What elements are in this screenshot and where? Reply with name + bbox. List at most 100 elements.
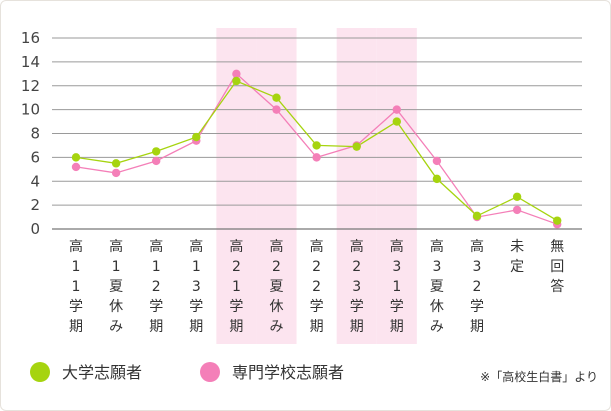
legend-marker xyxy=(30,362,50,382)
x-tick-label: 1 xyxy=(72,259,81,275)
x-tick-label: 2 xyxy=(312,259,321,275)
legend-marker xyxy=(200,362,220,382)
x-tick-label: 2 xyxy=(312,279,321,295)
x-tick-label: 高 xyxy=(390,238,404,255)
data-point xyxy=(392,117,401,126)
data-point xyxy=(152,147,161,156)
x-tick-label: 期 xyxy=(189,319,203,335)
x-tick-label: 高 xyxy=(149,238,163,255)
x-tick-label: 夏 xyxy=(430,279,444,295)
x-tick-label: 高 xyxy=(109,238,123,255)
x-tick-label: 夏 xyxy=(270,279,284,295)
data-point xyxy=(553,216,562,225)
x-tick-label: 高 xyxy=(470,238,484,255)
data-point xyxy=(71,162,81,172)
data-point xyxy=(512,205,522,215)
x-tick-label: 高 xyxy=(430,238,444,255)
highlight-bands xyxy=(216,28,417,344)
x-tick-label: 定 xyxy=(510,259,524,275)
x-tick-label: 未 xyxy=(510,239,524,255)
x-tick-label: 休 xyxy=(270,299,284,315)
x-tick-label: 2 xyxy=(473,279,482,295)
x-tick-label: 無 xyxy=(550,239,564,255)
x-tick-label: 夏 xyxy=(109,279,123,295)
gridlines xyxy=(52,37,582,230)
x-tick-label: 1 xyxy=(392,279,401,295)
x-tick-label: 期 xyxy=(229,319,243,335)
x-tick-label: 休 xyxy=(109,299,123,315)
x-tick-label: 3 xyxy=(432,259,441,275)
x-tick-label: 高 xyxy=(229,238,243,255)
x-tick-label: 高 xyxy=(270,238,284,255)
y-tick-label: 0 xyxy=(30,220,40,238)
data-point xyxy=(352,142,361,151)
x-tick-label: 高 xyxy=(310,238,324,255)
data-point xyxy=(152,156,161,166)
data-point xyxy=(111,159,121,168)
x-axis-labels: 高 1 1 学期 高 1 夏休み 高 1 2 学期 高 1 3 学期 高 2 1 学期 高 2 夏休み 高 2 2 学期 高 2 3 学期… xyxy=(69,238,564,335)
data-point xyxy=(71,153,81,162)
x-tick-label: み xyxy=(430,319,444,335)
x-tick-label: 期 xyxy=(470,319,484,335)
x-tick-label: 3 xyxy=(352,279,361,295)
y-tick-label: 12 xyxy=(21,77,40,95)
data-point xyxy=(272,93,281,102)
series-line xyxy=(75,80,558,222)
x-tick-label: 学 xyxy=(149,299,163,315)
x-tick-label: 1 xyxy=(152,259,161,275)
x-tick-label: み xyxy=(270,319,284,335)
data-point xyxy=(111,168,121,178)
x-tick-label: 答 xyxy=(550,278,564,295)
x-tick-label: 1 xyxy=(112,259,121,275)
x-tick-label: 2 xyxy=(352,259,361,275)
x-tick-label: み xyxy=(109,319,123,335)
x-tick-label: 3 xyxy=(192,279,201,295)
x-tick-label: 学 xyxy=(350,299,364,315)
legend: 大学志願者 専門学校志願者 xyxy=(30,362,344,382)
x-tick-label: 期 xyxy=(390,319,404,335)
highlight-band xyxy=(376,28,417,344)
data-point xyxy=(432,174,442,184)
x-tick-label: 高 xyxy=(69,238,83,255)
data-point xyxy=(232,76,241,86)
x-tick-label: 期 xyxy=(69,319,83,335)
y-tick-label: 8 xyxy=(30,125,40,143)
x-tick-label: 回 xyxy=(550,259,564,275)
x-tick-label: 学 xyxy=(189,299,203,315)
highlight-band xyxy=(256,28,297,344)
x-tick-label: 学 xyxy=(470,299,484,315)
x-tick-label: 期 xyxy=(350,319,364,335)
y-tick-label: 16 xyxy=(21,29,40,47)
series-points xyxy=(71,69,562,229)
data-point xyxy=(272,105,281,114)
x-tick-label: 2 xyxy=(272,259,281,275)
legend-label: 大学志願者 xyxy=(62,363,142,382)
y-tick-label: 10 xyxy=(21,101,40,119)
data-point xyxy=(432,156,442,166)
x-tick-label: 1 xyxy=(192,259,201,275)
x-tick-label: 期 xyxy=(310,319,324,335)
highlight-band xyxy=(336,28,377,344)
y-tick-label: 2 xyxy=(30,196,40,214)
x-tick-label: 休 xyxy=(430,299,444,315)
x-tick-label: 期 xyxy=(149,319,163,335)
data-point xyxy=(312,141,321,150)
x-tick-label: 学 xyxy=(390,299,404,315)
legend-label: 専門学校志願者 xyxy=(232,363,344,382)
data-point xyxy=(312,153,321,162)
x-tick-label: 2 xyxy=(232,259,241,275)
x-tick-label: 1 xyxy=(232,279,241,295)
data-point xyxy=(512,192,522,201)
x-tick-label: 3 xyxy=(473,259,482,275)
y-tick-label: 4 xyxy=(30,172,40,190)
x-tick-label: 学 xyxy=(310,299,324,315)
data-point xyxy=(472,211,482,221)
y-axis-ticks: 0 2 4 6 8 10 12 14 16 xyxy=(21,29,40,238)
x-tick-label: 1 xyxy=(72,279,81,295)
x-tick-label: 高 xyxy=(350,238,364,255)
data-point xyxy=(392,105,401,114)
x-tick-label: 2 xyxy=(152,279,161,295)
x-tick-label: 学 xyxy=(229,299,243,315)
source-note: ※「高校生白書」より xyxy=(480,369,598,384)
